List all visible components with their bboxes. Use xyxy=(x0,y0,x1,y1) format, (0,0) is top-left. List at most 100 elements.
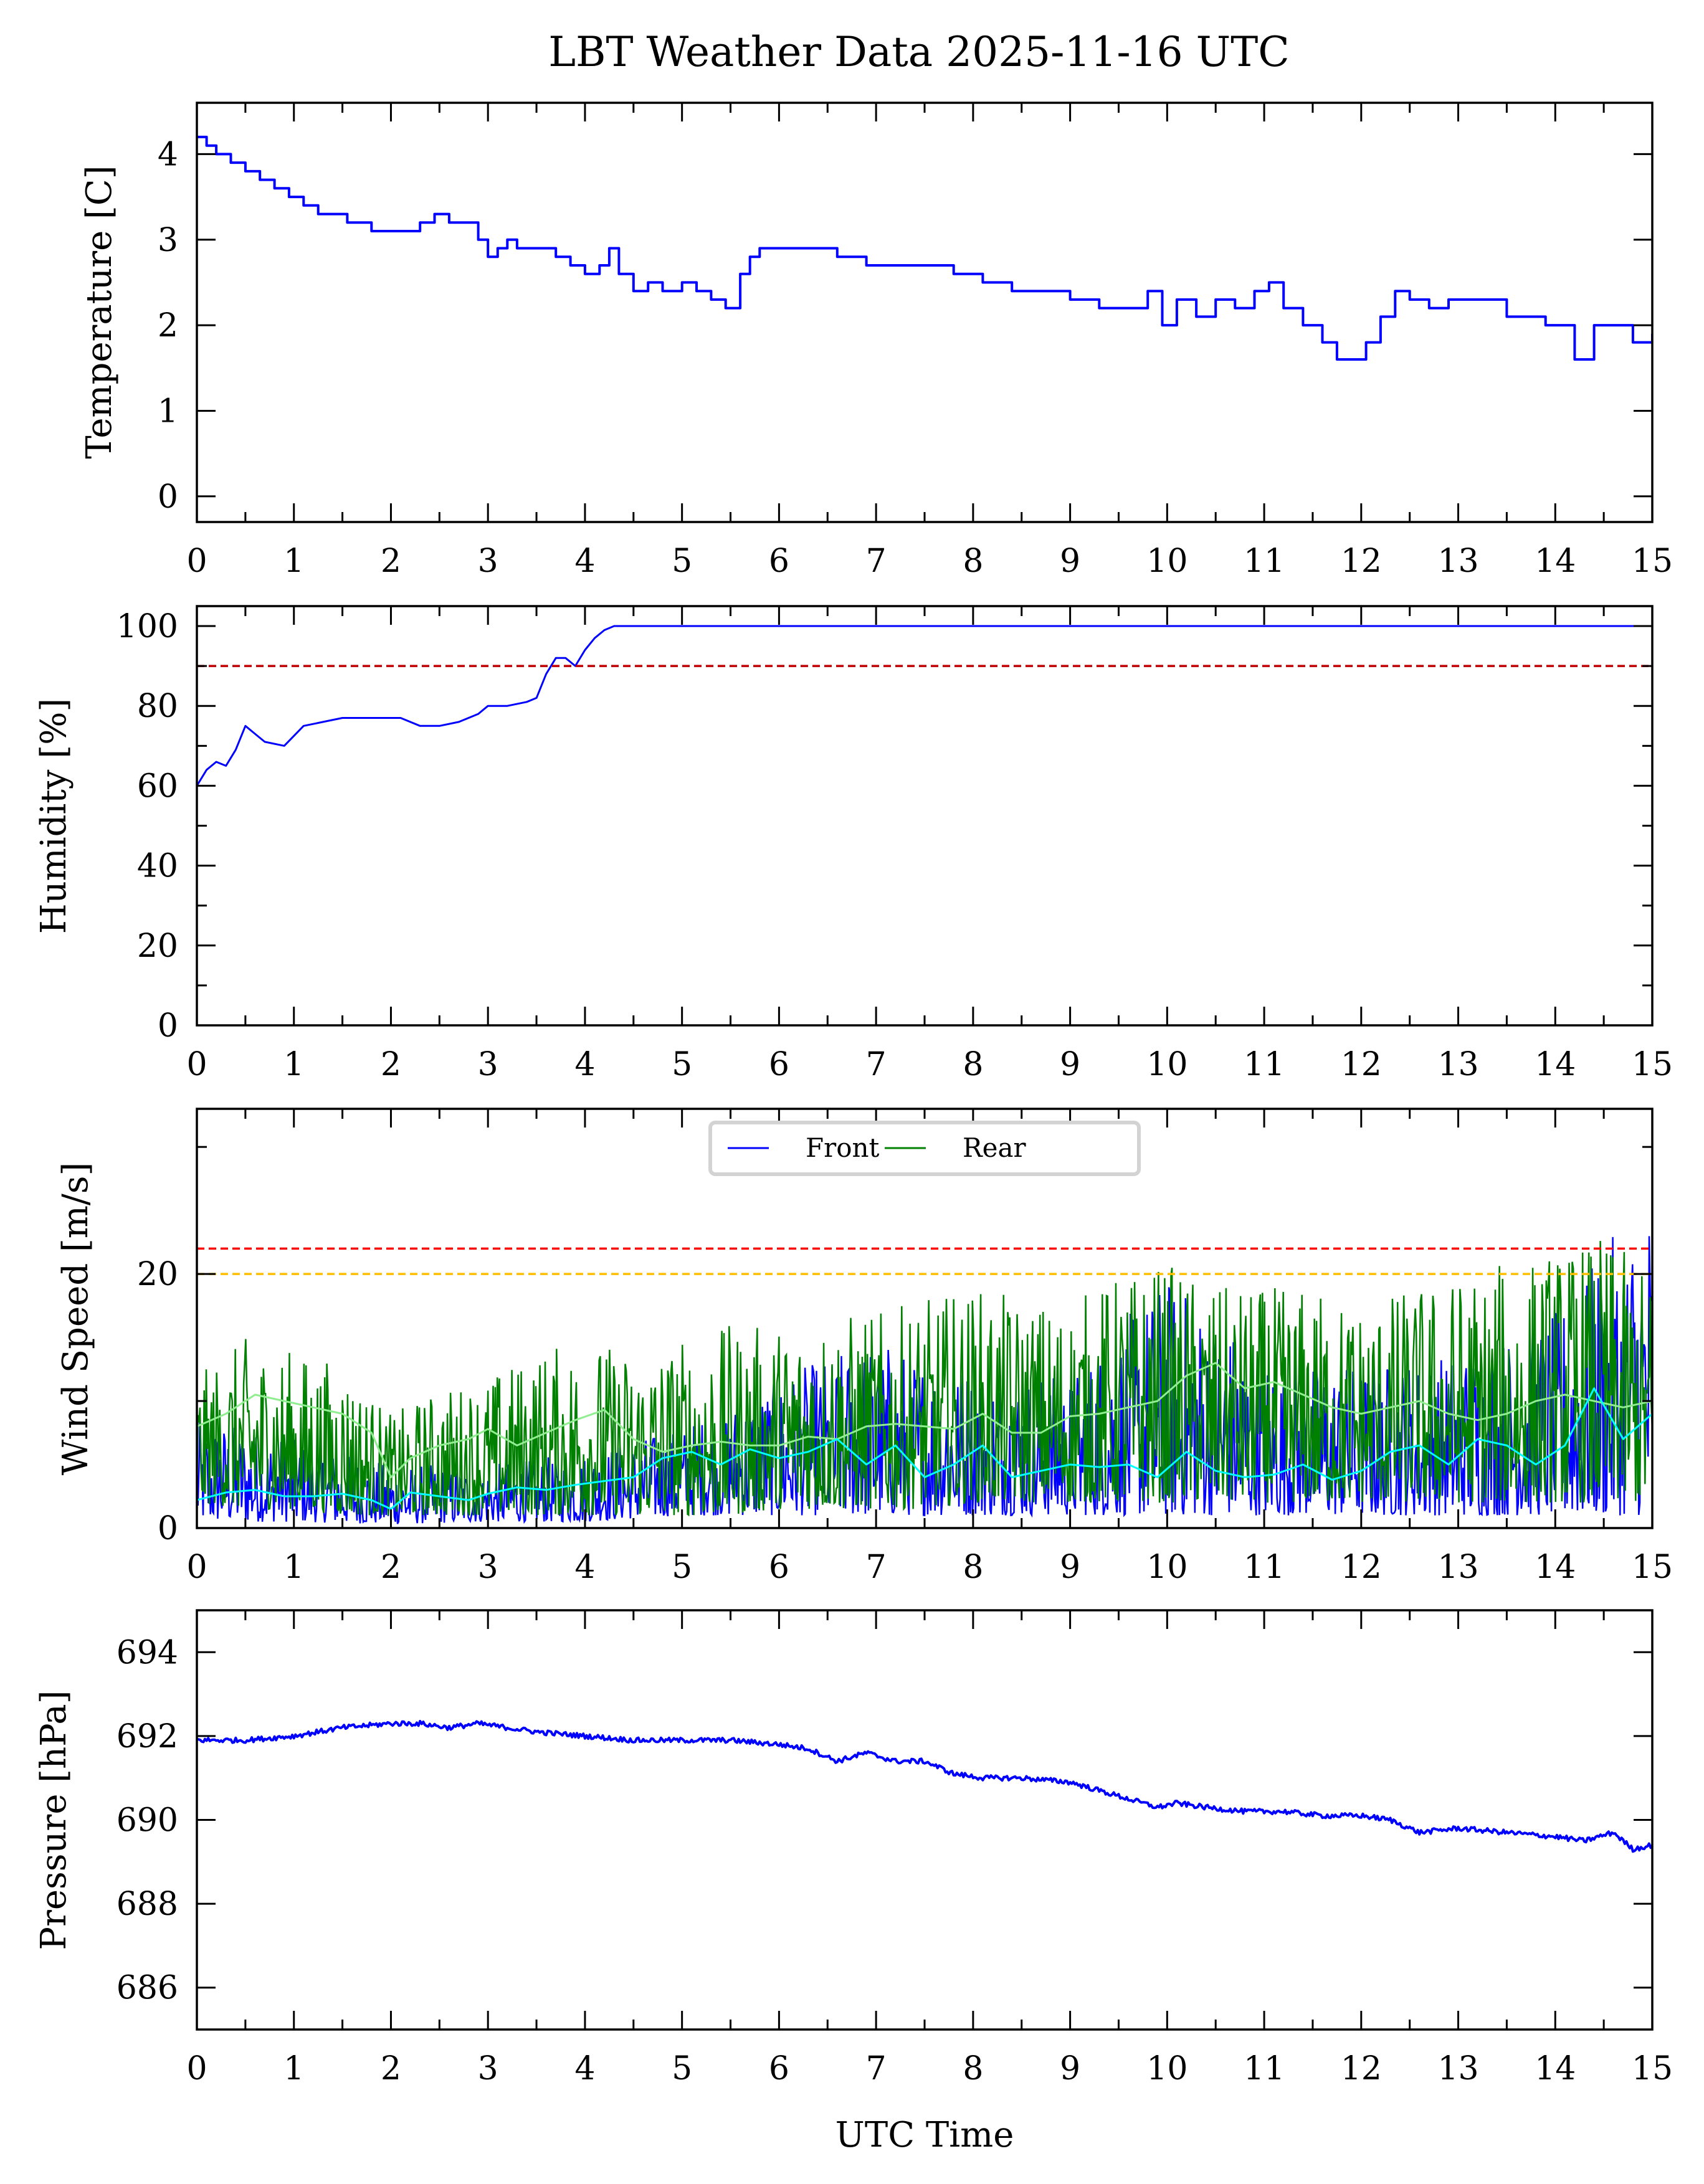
pressure-xtick-label: 3 xyxy=(478,2050,498,2087)
wind-speed-xtick-label: 11 xyxy=(1244,1549,1285,1586)
pressure-ytick-label: 686 xyxy=(117,1970,178,2007)
humidity-panel: Humidity [%] 0 1 2 3 4 5 6 7 8 9 10 11 12 13 14 1502040… xyxy=(34,605,1673,1083)
temperature-panel: Temperature [C] 0 1 2 3 4 5 6 7 8 9 10 11 12 13 14 1501… xyxy=(79,102,1673,580)
pressure-xtick-label: 11 xyxy=(1244,2050,1285,2087)
temperature-xtick-label: 9 xyxy=(1060,543,1080,580)
temperature-xtick-label: 4 xyxy=(574,543,595,580)
humidity-ytick-label: 20 xyxy=(137,928,178,965)
temperature-series-temperature xyxy=(197,135,1652,361)
humidity-xtick-label: 15 xyxy=(1632,1046,1673,1083)
wind-speed-ytick-label: 20 xyxy=(137,1256,178,1293)
temperature-xtick-label: 14 xyxy=(1535,543,1576,580)
temperature-xtick-label: 5 xyxy=(672,543,692,580)
humidity-series-humidity xyxy=(197,625,1652,787)
wind-speed-legend: Front Rear xyxy=(708,1121,1141,1176)
pressure-ytick-label: 690 xyxy=(117,1802,178,1840)
pressure-xtick-label: 1 xyxy=(283,2050,304,2087)
humidity-ytick-label: 60 xyxy=(137,767,178,805)
temperature-xtick-label: 6 xyxy=(769,543,789,580)
pressure-ytick-label: 694 xyxy=(117,1634,178,1671)
pressure-xtick-label: 8 xyxy=(963,2050,983,2087)
wind-speed-xtick-label: 12 xyxy=(1341,1549,1382,1586)
temperature-ytick-label: 0 xyxy=(158,478,178,516)
pressure-xtick-label: 6 xyxy=(769,2050,789,2087)
pressure-ytick-label: 692 xyxy=(117,1718,178,1755)
humidity-xtick-label: 9 xyxy=(1060,1046,1080,1083)
temperature-xtick-label: 15 xyxy=(1632,543,1673,580)
humidity-plot-area xyxy=(197,625,1652,787)
humidity-ylabel: Humidity [%] xyxy=(34,698,74,934)
wind-speed-xtick-label: 6 xyxy=(769,1549,789,1586)
wind-speed-xtick-label: 14 xyxy=(1535,1549,1576,1586)
humidity-xtick-label: 12 xyxy=(1341,1046,1382,1083)
pressure-xtick-label: 12 xyxy=(1341,2050,1382,2087)
humidity-xtick-label: 11 xyxy=(1244,1046,1285,1083)
wind-speed-xtick-label: 9 xyxy=(1060,1549,1080,1586)
temperature-xtick-label: 12 xyxy=(1341,543,1382,580)
pressure-series-pressure xyxy=(197,1719,1652,1853)
humidity-xtick-label: 8 xyxy=(963,1046,983,1083)
humidity-xtick-label: 2 xyxy=(381,1046,401,1083)
pressure-xtick-label: 4 xyxy=(574,2050,595,2087)
temperature-xtick-label: 1 xyxy=(283,543,304,580)
wind-speed-xtick-label: 5 xyxy=(672,1549,692,1586)
pressure-ytick-label: 688 xyxy=(117,1886,178,1923)
legend-label-rear: Rear xyxy=(963,1132,1027,1163)
chart-title: LBT Weather Data 2025-11-16 UTC xyxy=(548,28,1290,76)
wind-speed-ylabel: Wind Speed [m/s] xyxy=(55,1162,96,1476)
pressure-frame xyxy=(196,1609,1654,2031)
temperature-xtick-label: 0 xyxy=(186,543,207,580)
temperature-xtick-label: 2 xyxy=(381,543,401,580)
wind-speed-xtick-label: 1 xyxy=(283,1549,304,1586)
humidity-xtick-label: 4 xyxy=(574,1046,595,1083)
humidity-ytick-label: 0 xyxy=(158,1007,178,1045)
pressure-ylabel: Pressure [hPa] xyxy=(34,1690,74,1950)
humidity-xtick-label: 0 xyxy=(186,1046,207,1083)
temperature-ytick-label: 2 xyxy=(158,307,178,344)
temperature-xtick-label: 7 xyxy=(866,543,887,580)
wind-speed-xtick-label: 0 xyxy=(186,1549,207,1586)
humidity-frame xyxy=(196,605,1654,1027)
pressure-xtick-label: 7 xyxy=(866,2050,887,2087)
humidity-xtick-label: 5 xyxy=(672,1046,692,1083)
temperature-ytick-label: 3 xyxy=(158,222,178,259)
pressure-xtick-label: 15 xyxy=(1632,2050,1673,2087)
x-axis-label: UTC Time xyxy=(835,2115,1014,2155)
pressure-xtick-label: 9 xyxy=(1060,2050,1080,2087)
humidity-xtick-label: 14 xyxy=(1535,1046,1576,1083)
temperature-xtick-label: 13 xyxy=(1437,543,1478,580)
temperature-ytick-label: 1 xyxy=(158,392,178,430)
wind-speed-series-front-smoothed- xyxy=(197,1387,1652,1510)
wind-speed-series-rear-smoothed- xyxy=(197,1362,1652,1478)
temperature-xtick-label: 11 xyxy=(1244,543,1285,580)
humidity-xtick-label: 10 xyxy=(1146,1046,1188,1083)
pressure-xtick-label: 5 xyxy=(672,2050,692,2087)
pressure-xtick-label: 0 xyxy=(186,2050,207,2087)
wind-speed-xtick-label: 8 xyxy=(963,1549,983,1586)
temperature-plot-area xyxy=(197,135,1652,361)
humidity-ytick-label: 80 xyxy=(137,688,178,725)
wind-speed-xtick-label: 4 xyxy=(574,1549,595,1586)
pressure-xtick-label: 14 xyxy=(1535,2050,1576,2087)
pressure-panel: Pressure [hPa] 0 1 2 3 4 5 6 7 8 9 10 11 12 13 14 15686… xyxy=(34,1609,1673,2087)
humidity-xtick-label: 1 xyxy=(283,1046,304,1083)
pressure-xtick-label: 13 xyxy=(1437,2050,1478,2087)
wind-speed-panel: Wind Speed [m/s] 0 1 2 3 4 5 6 7 8 9 10 11 12 13 14 150… xyxy=(55,1108,1673,1586)
temperature-xtick-label: 3 xyxy=(478,543,498,580)
wind-speed-xtick-label: 13 xyxy=(1437,1549,1478,1586)
wind-speed-ytick-label: 0 xyxy=(158,1510,178,1547)
humidity-xtick-label: 13 xyxy=(1437,1046,1478,1083)
temperature-ylabel: Temperature [C] xyxy=(79,165,120,458)
wind-speed-xtick-label: 3 xyxy=(478,1549,498,1586)
wind-speed-xtick-label: 7 xyxy=(866,1549,887,1586)
temperature-ytick-label: 4 xyxy=(158,136,178,173)
pressure-plot-area xyxy=(197,1719,1652,1853)
wind-speed-xtick-label: 10 xyxy=(1146,1549,1188,1586)
temperature-frame xyxy=(196,102,1654,523)
humidity-xtick-label: 7 xyxy=(866,1046,887,1083)
temperature-xtick-label: 8 xyxy=(963,543,983,580)
pressure-xtick-label: 2 xyxy=(381,2050,401,2087)
humidity-ytick-label: 100 xyxy=(117,608,178,645)
wind-speed-xtick-label: 15 xyxy=(1632,1549,1673,1586)
